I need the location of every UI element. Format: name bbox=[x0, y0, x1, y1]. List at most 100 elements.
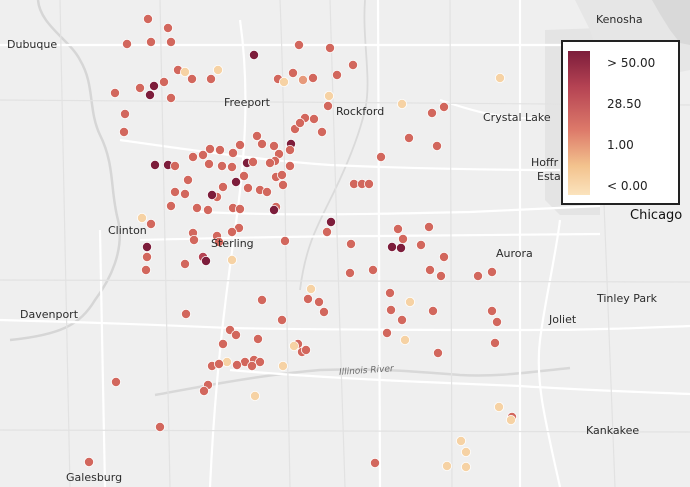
incident-marker[interactable] bbox=[256, 138, 267, 149]
incident-marker[interactable] bbox=[325, 216, 336, 227]
incident-marker[interactable] bbox=[424, 264, 435, 275]
incident-marker[interactable] bbox=[249, 390, 260, 401]
incident-marker[interactable] bbox=[435, 270, 446, 281]
incident-marker[interactable] bbox=[162, 22, 173, 33]
incident-marker[interactable] bbox=[141, 241, 152, 252]
incident-marker[interactable] bbox=[308, 114, 319, 125]
incident-marker[interactable] bbox=[344, 267, 355, 278]
incident-marker[interactable] bbox=[246, 360, 257, 371]
incident-marker[interactable] bbox=[256, 294, 267, 305]
incident-marker[interactable] bbox=[264, 157, 275, 168]
incident-marker[interactable] bbox=[489, 337, 500, 348]
incident-marker[interactable] bbox=[84, 456, 95, 467]
incident-marker[interactable] bbox=[432, 347, 443, 358]
incident-marker[interactable] bbox=[441, 460, 452, 471]
incident-marker[interactable] bbox=[397, 233, 408, 244]
incident-marker[interactable] bbox=[284, 144, 295, 155]
incident-marker[interactable] bbox=[403, 132, 414, 143]
incident-marker[interactable] bbox=[384, 287, 395, 298]
incident-marker[interactable] bbox=[284, 160, 295, 171]
incident-marker[interactable] bbox=[427, 305, 438, 316]
incident-marker[interactable] bbox=[322, 101, 333, 112]
incident-marker[interactable] bbox=[212, 65, 223, 76]
incident-marker[interactable] bbox=[238, 170, 249, 181]
incident-marker[interactable] bbox=[472, 270, 483, 281]
incident-marker[interactable] bbox=[455, 435, 466, 446]
incident-marker[interactable] bbox=[179, 188, 190, 199]
incident-marker[interactable] bbox=[305, 283, 316, 294]
incident-marker[interactable] bbox=[165, 37, 176, 48]
incident-marker[interactable] bbox=[316, 127, 327, 138]
incident-marker[interactable] bbox=[276, 314, 287, 325]
incident-marker[interactable] bbox=[381, 327, 392, 338]
incident-marker[interactable] bbox=[347, 60, 358, 71]
incident-marker[interactable] bbox=[251, 130, 262, 141]
incident-marker[interactable] bbox=[494, 73, 505, 84]
incident-marker[interactable] bbox=[396, 99, 407, 110]
incident-marker[interactable] bbox=[144, 90, 155, 101]
incident-marker[interactable] bbox=[149, 159, 160, 170]
incident-marker[interactable] bbox=[242, 182, 253, 193]
incident-marker[interactable] bbox=[169, 160, 180, 171]
incident-marker[interactable] bbox=[186, 74, 197, 85]
incident-marker[interactable] bbox=[234, 203, 245, 214]
incident-marker[interactable] bbox=[227, 147, 238, 158]
incident-marker[interactable] bbox=[252, 333, 263, 344]
incident-marker[interactable] bbox=[288, 340, 299, 351]
incident-marker[interactable] bbox=[148, 81, 159, 92]
incident-marker[interactable] bbox=[279, 235, 290, 246]
incident-marker[interactable] bbox=[136, 212, 147, 223]
incident-marker[interactable] bbox=[426, 108, 437, 119]
incident-marker[interactable] bbox=[268, 204, 279, 215]
incident-marker[interactable] bbox=[111, 376, 122, 387]
incident-marker[interactable] bbox=[120, 109, 131, 120]
incident-marker[interactable] bbox=[180, 308, 191, 319]
incident-marker[interactable] bbox=[169, 186, 180, 197]
incident-marker[interactable] bbox=[431, 140, 442, 151]
incident-marker[interactable] bbox=[323, 91, 334, 102]
incident-marker[interactable] bbox=[277, 179, 288, 190]
incident-marker[interactable] bbox=[213, 236, 224, 247]
incident-marker[interactable] bbox=[321, 226, 332, 237]
incident-marker[interactable] bbox=[214, 144, 225, 155]
incident-marker[interactable] bbox=[234, 139, 245, 150]
incident-marker[interactable] bbox=[141, 251, 152, 262]
incident-marker[interactable] bbox=[230, 176, 241, 187]
incident-marker[interactable] bbox=[205, 74, 216, 85]
incident-marker[interactable] bbox=[307, 73, 318, 84]
incident-marker[interactable] bbox=[158, 77, 169, 88]
incident-marker[interactable] bbox=[217, 181, 228, 192]
incident-marker[interactable] bbox=[110, 88, 121, 99]
incident-marker[interactable] bbox=[486, 305, 497, 316]
incident-marker[interactable] bbox=[313, 296, 324, 307]
incident-marker[interactable] bbox=[493, 401, 504, 412]
incident-marker[interactable] bbox=[119, 127, 130, 138]
incident-marker[interactable] bbox=[404, 296, 415, 307]
incident-marker[interactable] bbox=[505, 414, 516, 425]
incident-marker[interactable] bbox=[254, 356, 265, 367]
incident-marker[interactable] bbox=[179, 67, 190, 78]
incident-marker[interactable] bbox=[300, 344, 311, 355]
incident-marker[interactable] bbox=[276, 169, 287, 180]
incident-marker[interactable] bbox=[230, 329, 241, 340]
incident-marker[interactable] bbox=[134, 83, 145, 94]
incident-marker[interactable] bbox=[122, 39, 133, 50]
incident-marker[interactable] bbox=[145, 218, 156, 229]
incident-marker[interactable] bbox=[423, 221, 434, 232]
incident-marker[interactable] bbox=[217, 338, 228, 349]
incident-marker[interactable] bbox=[460, 446, 471, 457]
incident-marker[interactable] bbox=[278, 77, 289, 88]
incident-marker[interactable] bbox=[206, 189, 217, 200]
incident-marker[interactable] bbox=[226, 161, 237, 172]
incident-marker[interactable] bbox=[369, 457, 380, 468]
incident-marker[interactable] bbox=[324, 43, 335, 54]
incident-marker[interactable] bbox=[248, 50, 259, 61]
incident-marker[interactable] bbox=[385, 304, 396, 315]
incident-marker[interactable] bbox=[293, 40, 304, 51]
incident-marker[interactable] bbox=[294, 118, 305, 129]
incident-marker[interactable] bbox=[302, 293, 313, 304]
incident-marker[interactable] bbox=[216, 160, 227, 171]
incident-marker[interactable] bbox=[331, 70, 342, 81]
incident-marker[interactable] bbox=[486, 266, 497, 277]
